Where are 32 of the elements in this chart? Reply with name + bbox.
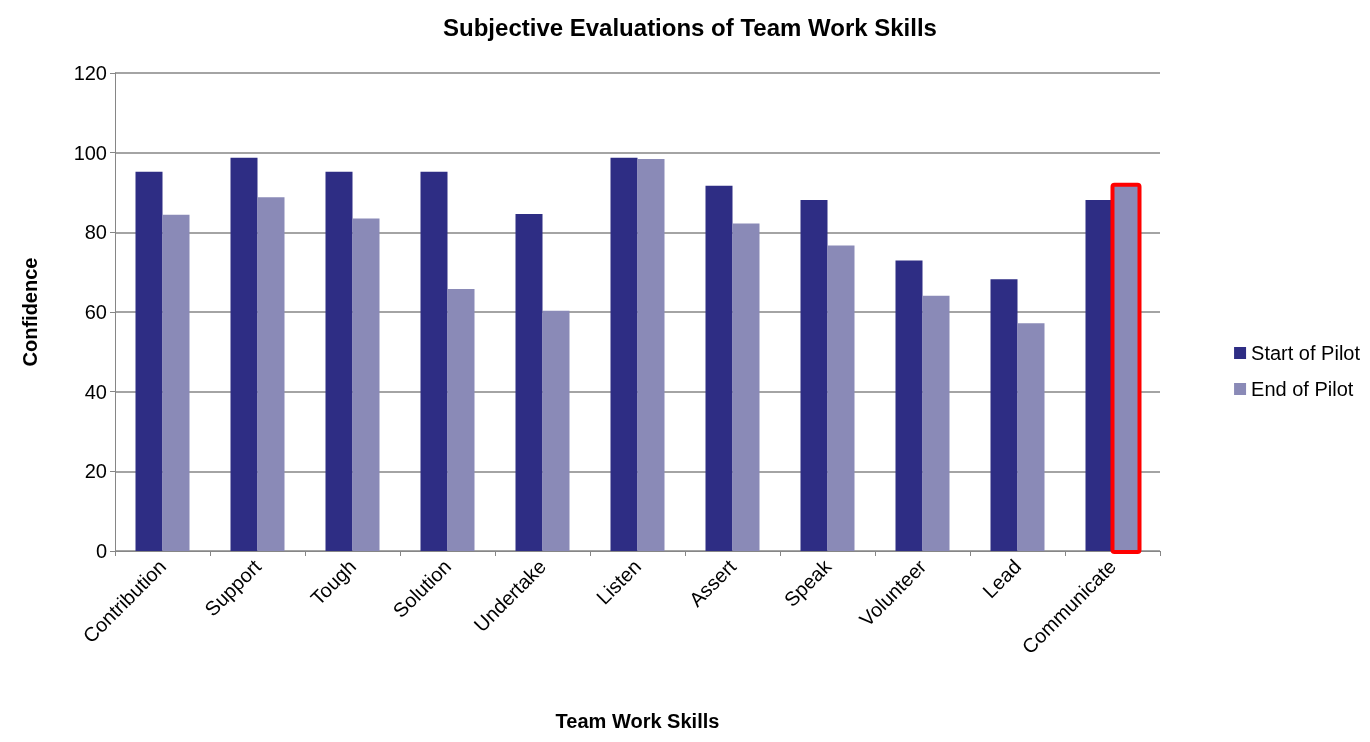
x-axis-title: Team Work Skills — [555, 710, 720, 732]
bar — [990, 279, 1018, 551]
bar — [610, 157, 638, 551]
bar — [637, 159, 665, 551]
y-tick-label: 80 — [84, 221, 107, 244]
y-tick-label: 120 — [73, 62, 107, 84]
bar — [895, 260, 923, 551]
y-tick-label: 0 — [95, 540, 107, 562]
bar — [732, 223, 760, 551]
bar — [162, 214, 190, 551]
bar — [800, 200, 828, 551]
y-tick-label: 60 — [84, 301, 107, 323]
y-tick-label: 20 — [84, 460, 107, 483]
bar — [230, 157, 258, 551]
y-tick-label: 40 — [84, 380, 107, 403]
bar — [420, 171, 448, 551]
chart-title: Subjective Evaluations of Team Work Skills — [443, 13, 937, 41]
bar — [135, 171, 163, 551]
bar — [1017, 323, 1045, 551]
y-axis-title: Confidence — [19, 257, 41, 367]
bar — [257, 197, 285, 551]
bar — [922, 295, 950, 551]
bar — [515, 214, 543, 551]
bar — [827, 245, 855, 551]
legend-label: End of Pilot — [1251, 378, 1354, 400]
bar — [542, 310, 570, 551]
y-tick-label: 100 — [73, 141, 107, 164]
bar — [352, 218, 380, 551]
bar — [325, 171, 353, 551]
bar — [705, 185, 733, 551]
legend-label: Start of Pilot — [1251, 342, 1361, 364]
bar — [447, 288, 475, 551]
